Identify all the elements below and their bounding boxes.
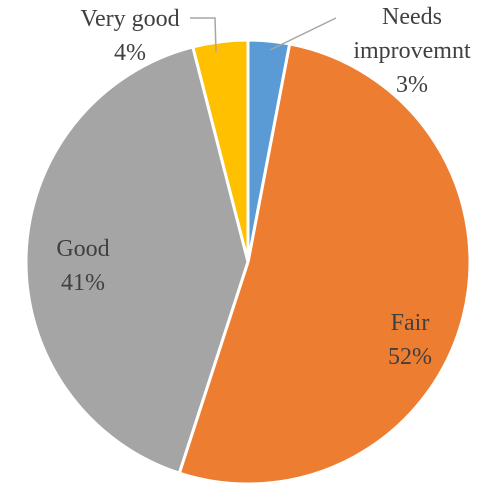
slice-label: Needs improvemnt 3% <box>337 0 487 102</box>
value-label: 3% <box>396 72 428 98</box>
value-label: 4% <box>114 40 146 66</box>
category-label: Fair <box>390 310 430 336</box>
pie-slice <box>177 42 472 486</box>
leader-line <box>269 17 337 51</box>
pie-slice <box>246 38 292 263</box>
pie-slice <box>24 45 250 476</box>
slice-label: Very good 4% <box>60 2 200 70</box>
slice-label: Fair 52% <box>350 306 470 374</box>
value-label: 41% <box>61 270 105 296</box>
leader-line <box>190 17 217 53</box>
value-label: 52% <box>388 344 432 370</box>
category-label: Very good <box>80 6 180 32</box>
category-label: Good <box>56 236 110 262</box>
category-label: Needs improvemnt <box>353 4 471 64</box>
slice-label: Good 41% <box>23 232 143 300</box>
